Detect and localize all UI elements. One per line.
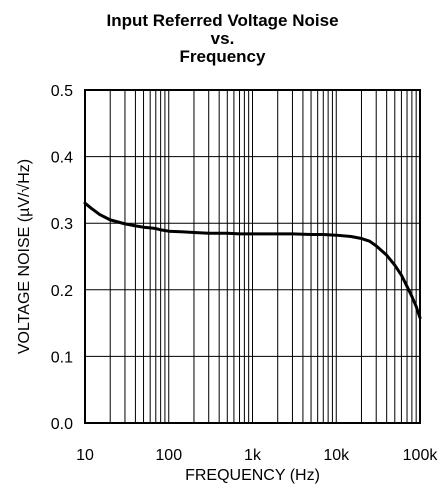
- tick-labels: 10 100 1k 10k 100k 0.0 0.1 0.2 0.3 0.4 0.5: [51, 83, 439, 464]
- x-tick-label: 100: [155, 447, 182, 464]
- chart-title-line-3: Frequency: [179, 47, 266, 66]
- y-tick-label: 0.0: [51, 416, 73, 433]
- grid: [84, 89, 420, 424]
- y-tick-label: 0.4: [51, 150, 73, 167]
- y-tick-label: 0.2: [51, 283, 73, 300]
- y-tick-label: 0.3: [51, 216, 73, 233]
- x-axis-label: FREQUENCY (Hz): [185, 467, 320, 484]
- x-tick-label: 1k: [244, 447, 262, 464]
- noise-curve: [83, 201, 422, 320]
- chart-title-line-1: Input Referred Voltage Noise: [106, 11, 339, 30]
- y-axis-label: VOLTAGE NOISE (µV/√Hz): [16, 159, 33, 354]
- x-tick-label: 10: [76, 447, 94, 464]
- y-tick-label: 0.5: [51, 83, 73, 100]
- chart-title-line-2: vs.: [210, 29, 235, 48]
- y-tick-label: 0.1: [51, 349, 73, 366]
- x-tick-label: 10k: [323, 447, 350, 464]
- x-tick-label: 100k: [403, 447, 439, 464]
- plot-frame: [84, 89, 421, 424]
